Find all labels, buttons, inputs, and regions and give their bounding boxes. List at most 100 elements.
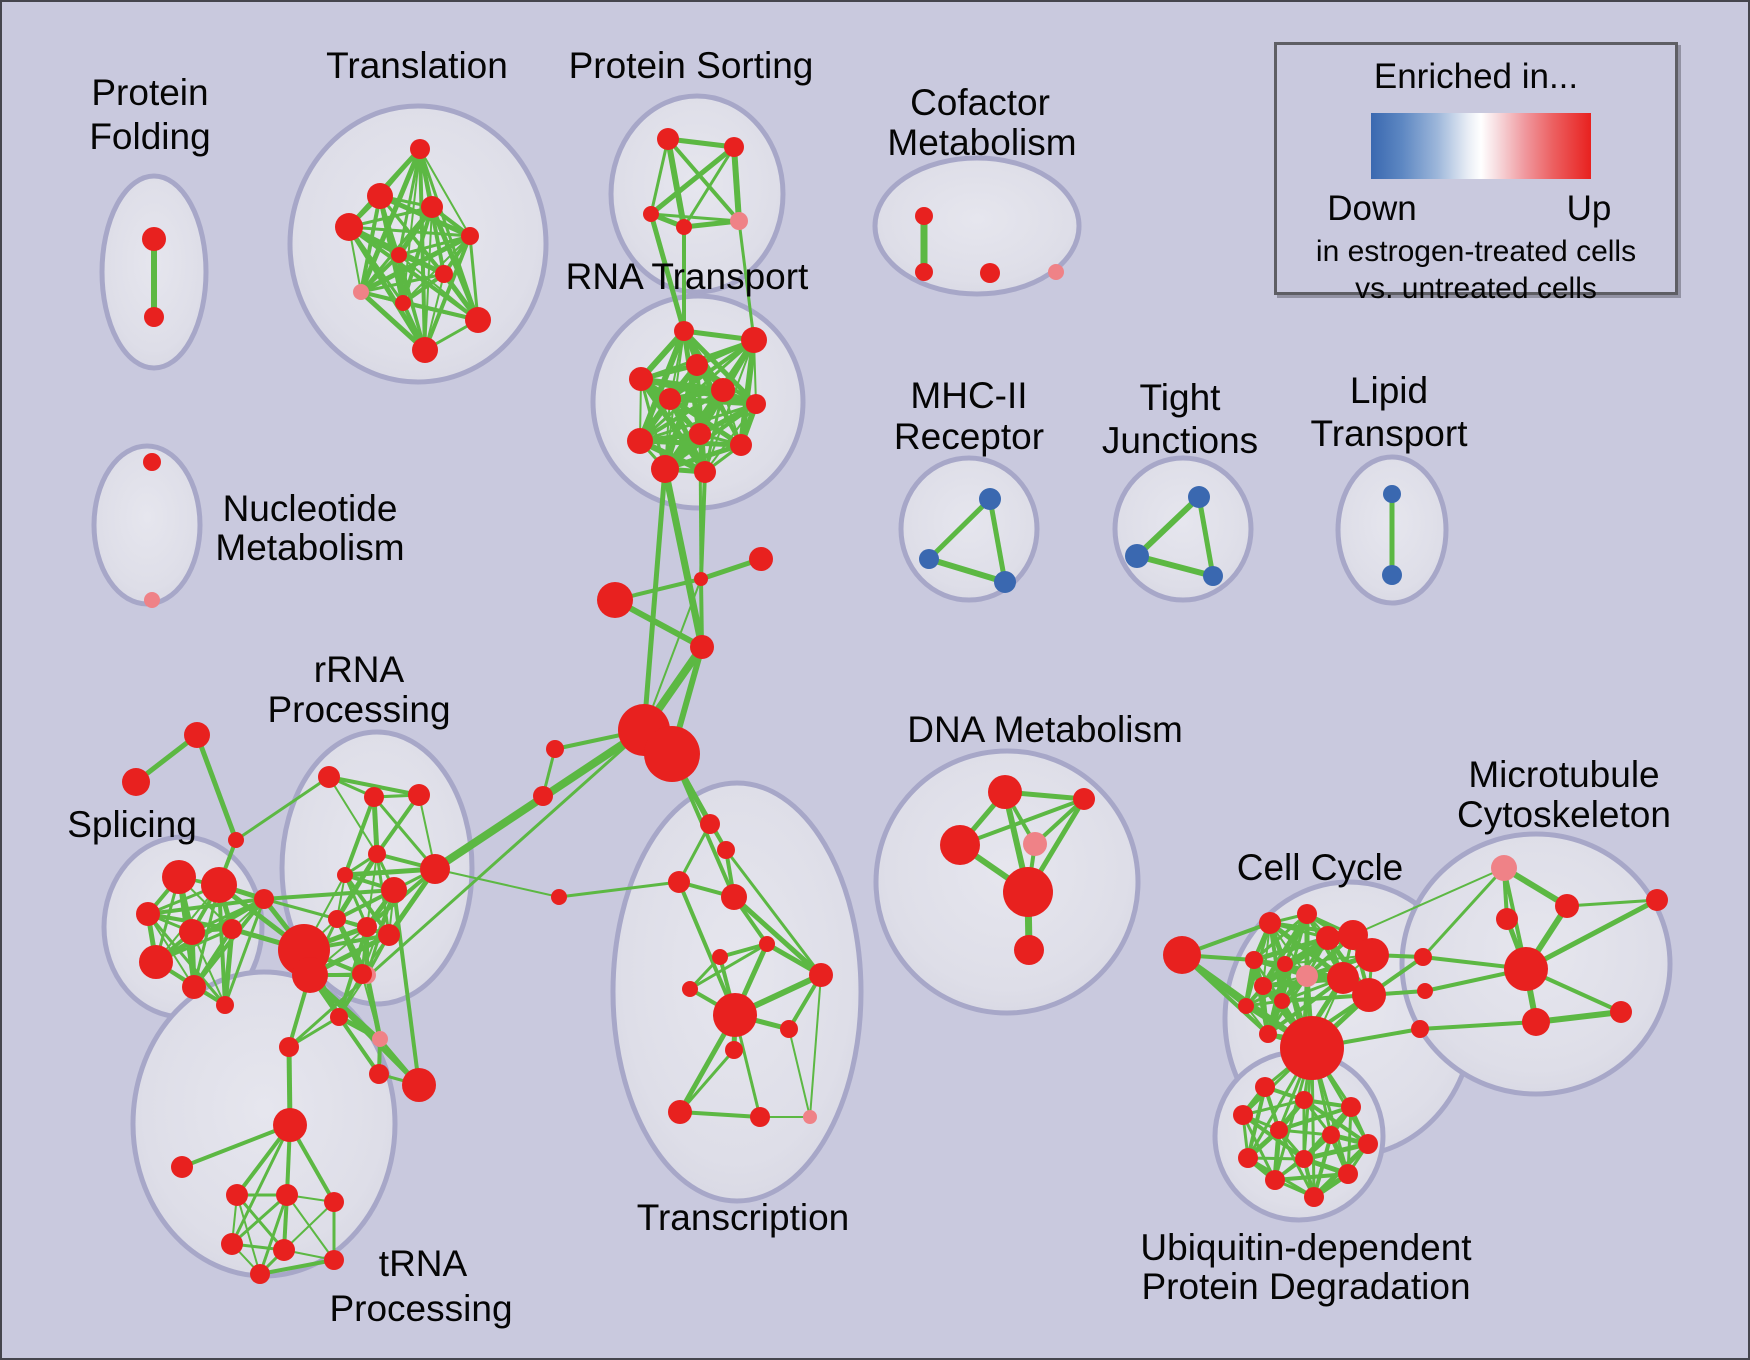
gene-set-node — [1203, 566, 1223, 586]
edge — [419, 148, 471, 237]
gene-set-node — [750, 1107, 770, 1127]
gene-set-node — [749, 547, 773, 571]
gene-set-node — [381, 877, 407, 903]
edge — [263, 888, 395, 901]
gene-set-node — [980, 263, 1000, 283]
edge — [429, 206, 481, 321]
gene-set-node — [1383, 485, 1401, 503]
gene-set-node — [364, 787, 384, 807]
cluster-ellipse-tight-junctions — [1112, 455, 1254, 603]
edge — [343, 796, 376, 876]
gene-set-node — [668, 871, 690, 893]
gene-set-node — [1277, 956, 1293, 972]
edge — [286, 1194, 335, 1261]
gene-set-node — [1411, 1020, 1429, 1038]
cluster-label-translation: Translation — [326, 45, 508, 86]
gene-set-node — [1188, 486, 1210, 508]
cluster-label-tight-junctions: Junctions — [1102, 420, 1258, 461]
edge — [392, 889, 421, 1086]
edge — [649, 145, 736, 216]
gene-set-node — [395, 295, 411, 311]
gene-set-node — [694, 572, 708, 586]
gene-set-node — [741, 327, 767, 353]
edge — [809, 974, 822, 1118]
edge — [661, 468, 706, 648]
edge — [434, 868, 560, 898]
edge — [230, 1124, 292, 1245]
gene-set-node — [402, 1068, 436, 1102]
cluster-label-cofactor-metabolism: Cofactor — [910, 82, 1050, 123]
gene-set-node — [435, 265, 453, 283]
edge — [347, 225, 480, 322]
gene-set-node — [746, 394, 766, 414]
gene-set-node — [1003, 867, 1053, 917]
edge — [682, 329, 758, 406]
gene-set-node — [686, 354, 708, 376]
edge — [283, 1201, 335, 1251]
cluster-label-lipid-transport: Transport — [1311, 413, 1469, 454]
gene-set-node — [1254, 977, 1272, 995]
gene-set-node — [1338, 1164, 1358, 1184]
gene-set-node — [273, 1239, 295, 1261]
gene-set-node — [335, 213, 363, 241]
edge — [346, 225, 428, 352]
gene-set-node — [1496, 908, 1518, 930]
gene-set-node — [717, 841, 735, 859]
gene-set-node — [676, 219, 692, 235]
gene-set-node — [352, 964, 372, 984]
gene-set-node — [1504, 947, 1548, 991]
edge — [665, 138, 687, 228]
gene-set-node — [1352, 978, 1386, 1012]
edge — [335, 918, 364, 975]
legend-subtitle-line1: in estrogen-treated cells — [1315, 235, 1637, 268]
edge — [236, 1194, 261, 1275]
edge — [328, 776, 378, 855]
gene-set-node — [1414, 948, 1432, 966]
gene-set-node — [1610, 1001, 1632, 1023]
edge — [1261, 935, 1330, 989]
gene-set-node — [644, 726, 700, 782]
edge — [639, 438, 742, 448]
gene-set-node — [222, 919, 242, 939]
edge — [719, 942, 768, 959]
gene-set-node — [324, 1192, 344, 1212]
edge — [1421, 866, 1506, 959]
edge — [650, 212, 740, 223]
gene-set-node — [711, 378, 735, 402]
edge — [668, 397, 743, 447]
edge — [334, 852, 380, 921]
legend-title: Enriched in... — [1373, 57, 1579, 96]
edge — [375, 793, 421, 856]
edge — [737, 220, 756, 341]
edge — [558, 880, 680, 899]
gene-set-node — [408, 784, 430, 806]
edge — [348, 225, 471, 238]
gene-set-node — [391, 247, 407, 263]
gene-set-node — [1296, 965, 1318, 987]
edge — [258, 1194, 289, 1275]
gene-set-node — [221, 1233, 243, 1255]
gene-set-node — [142, 227, 166, 251]
gene-set-node — [273, 1108, 307, 1142]
gene-set-node — [730, 434, 752, 456]
edge — [638, 377, 708, 474]
edge — [669, 396, 757, 407]
edge — [987, 498, 1008, 583]
edge — [359, 253, 401, 294]
gene-set-node — [659, 388, 681, 410]
edge — [698, 433, 703, 580]
edge — [1196, 496, 1216, 577]
edge — [231, 1193, 288, 1246]
gene-set-node — [915, 263, 933, 281]
gene-set-node — [412, 337, 438, 363]
gene-set-node — [994, 571, 1016, 593]
edge — [677, 881, 737, 1016]
edge — [359, 290, 427, 352]
cluster-label-microtubule-cytoskeleton: Cytoskeleton — [1457, 794, 1671, 835]
edge — [1352, 867, 1505, 936]
gene-set-node — [1163, 936, 1201, 974]
gene-set-node — [171, 1156, 193, 1178]
gene-set-node — [627, 428, 653, 454]
cluster-label-rrna-processing: Processing — [267, 689, 450, 730]
gene-set-node — [228, 832, 244, 848]
